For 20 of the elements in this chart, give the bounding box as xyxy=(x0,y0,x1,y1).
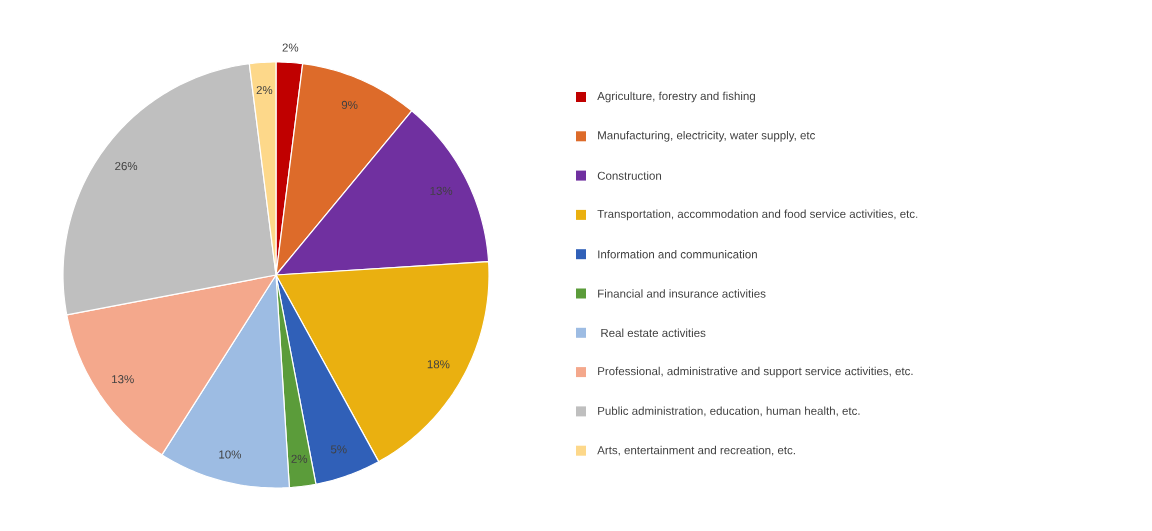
data-label: 18% xyxy=(427,360,450,369)
legend-label: Construction xyxy=(597,171,662,180)
legend-label: Information and communication xyxy=(598,249,757,259)
data-label: 26% xyxy=(115,161,138,171)
legend-label: Financial and insurance activities xyxy=(598,289,766,298)
legend-label: Real estate activities xyxy=(601,328,706,338)
data-label: 2% xyxy=(291,454,308,463)
data-label: 10% xyxy=(219,450,241,459)
data-label: 2% xyxy=(256,86,273,95)
legend-label: Arts, entertainment and recreation, etc. xyxy=(597,445,795,456)
legend-label: Professional, administrative and support service activities, etc. xyxy=(598,366,913,378)
data-label: 9% xyxy=(341,100,358,109)
legend-label: Public administration, education, human health, etc. xyxy=(598,406,860,417)
legend-label: Agriculture, forestry and fishing xyxy=(597,91,755,103)
data-label: 13% xyxy=(112,375,134,384)
data-label: 2% xyxy=(282,43,299,52)
legend-label: Manufacturing, electricity, water supply, etc xyxy=(598,130,816,142)
data-label: 13% xyxy=(430,186,453,195)
legend-label: Transportation, accommodation and food service activities, etc. xyxy=(597,209,918,221)
data-label: 5% xyxy=(330,445,347,454)
